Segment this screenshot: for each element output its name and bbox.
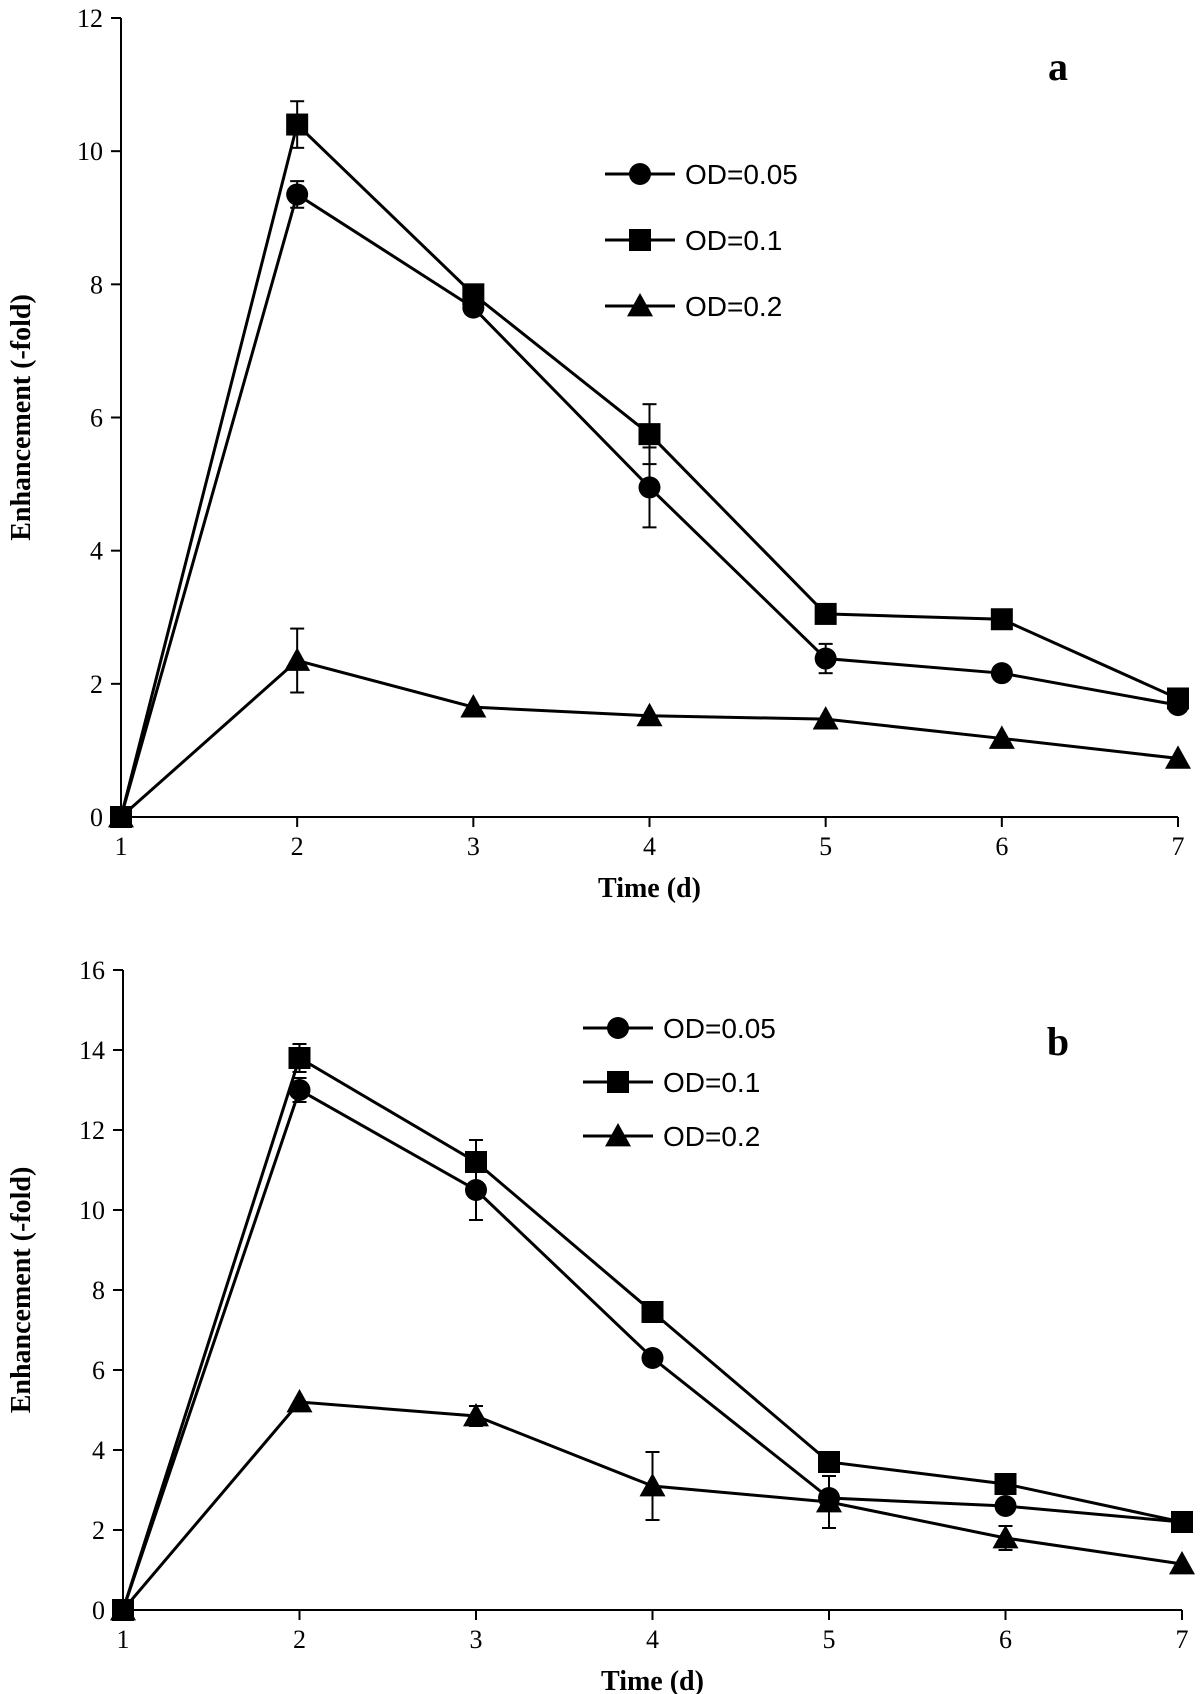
legend-marker (607, 1017, 629, 1039)
legend-label: OD=0.2 (685, 291, 782, 322)
x-tick-label: 7 (1176, 1625, 1189, 1654)
legend-item: OD=0.05 (605, 159, 798, 190)
data-point (288, 1047, 311, 1069)
y-tick-label: 12 (77, 4, 103, 33)
y-tick-label: 4 (92, 1436, 105, 1465)
data-point (110, 1597, 136, 1621)
y-axis-label: Enhancement (-fold) (6, 1167, 37, 1414)
legend-item: OD=0.2 (605, 291, 782, 322)
legend-label: OD=0.1 (685, 225, 782, 256)
y-tick-label: 12 (79, 1116, 105, 1145)
x-tick-label: 2 (291, 832, 304, 861)
data-point (992, 1525, 1019, 1549)
data-point (1169, 1551, 1195, 1575)
legend-item: OD=0.1 (583, 1067, 760, 1098)
data-point (638, 476, 661, 499)
legend-marker (627, 293, 653, 317)
x-axis-label: Time (d) (598, 873, 701, 904)
y-tick-label: 2 (90, 670, 103, 699)
data-point (818, 1451, 840, 1473)
legend-marker (607, 1071, 629, 1093)
data-point (639, 1473, 666, 1497)
data-point (286, 1389, 313, 1413)
data-point (286, 183, 309, 206)
x-tick-label: 3 (467, 832, 480, 861)
legend-label: OD=0.05 (685, 159, 798, 190)
data-point (284, 647, 311, 671)
y-tick-label: 10 (79, 1196, 105, 1225)
x-tick-label: 4 (646, 1625, 659, 1654)
y-tick-label: 8 (90, 270, 103, 299)
data-point (814, 602, 837, 625)
x-axis-label: Time (d) (601, 1666, 704, 1694)
y-tick-label: 8 (92, 1276, 105, 1305)
data-point (1171, 1511, 1193, 1533)
series-circle (110, 180, 1189, 828)
y-tick-label: 6 (90, 404, 103, 433)
data-point (988, 725, 1015, 749)
data-point (108, 804, 134, 828)
x-tick-label: 5 (823, 1625, 836, 1654)
data-point (462, 283, 485, 306)
data-point (990, 662, 1013, 685)
x-tick-label: 6 (995, 832, 1008, 861)
data-point (1167, 687, 1189, 710)
legend-label: OD=0.2 (663, 1121, 760, 1152)
x-tick-label: 4 (643, 832, 656, 861)
x-tick-label: 3 (470, 1625, 483, 1654)
data-point (460, 694, 487, 718)
data-point (1165, 745, 1191, 769)
y-tick-label: 4 (90, 537, 103, 566)
legend-label: OD=0.05 (663, 1013, 776, 1044)
legend-label: OD=0.1 (663, 1067, 760, 1098)
data-point (990, 608, 1013, 631)
data-point (288, 1079, 311, 1101)
x-tick-label: 5 (819, 832, 832, 861)
y-tick-label: 10 (77, 137, 103, 166)
panel-label: a (1048, 44, 1068, 89)
data-point (994, 1473, 1017, 1495)
data-point (641, 1347, 664, 1369)
legend-marker (605, 1123, 631, 1147)
data-point (638, 423, 661, 446)
y-tick-label: 6 (92, 1356, 105, 1385)
y-tick-label: 0 (92, 1596, 105, 1625)
data-point (812, 706, 839, 730)
legend-item: OD=0.2 (583, 1121, 760, 1152)
series-circle (112, 1077, 1193, 1621)
y-tick-label: 0 (90, 803, 103, 832)
y-tick-label: 16 (79, 956, 105, 985)
data-point (994, 1495, 1017, 1517)
y-tick-label: 14 (79, 1036, 105, 1065)
data-point (463, 1403, 489, 1427)
data-point (814, 647, 837, 670)
legend-item: OD=0.05 (583, 1013, 776, 1044)
y-tick-label: 2 (92, 1516, 105, 1545)
x-tick-label: 1 (115, 832, 128, 861)
x-tick-label: 2 (293, 1625, 306, 1654)
series-line (120, 658, 1179, 819)
series-square (110, 100, 1189, 828)
series-triangle (108, 627, 1191, 828)
legend-marker (629, 229, 651, 251)
x-tick-label: 6 (999, 1625, 1012, 1654)
y-axis-label: Enhancement (-fold) (6, 294, 37, 541)
legend-marker (629, 163, 651, 185)
data-point (465, 1151, 487, 1173)
data-point (636, 702, 663, 727)
x-tick-label: 7 (1172, 832, 1185, 861)
data-point (286, 113, 309, 136)
data-point (816, 1489, 842, 1513)
x-tick-label: 1 (117, 1625, 130, 1654)
series-square (112, 1043, 1193, 1621)
series-triangle (110, 1389, 1195, 1621)
legend-item: OD=0.1 (605, 225, 782, 256)
panel-label: b (1047, 1019, 1069, 1064)
data-point (641, 1301, 664, 1323)
